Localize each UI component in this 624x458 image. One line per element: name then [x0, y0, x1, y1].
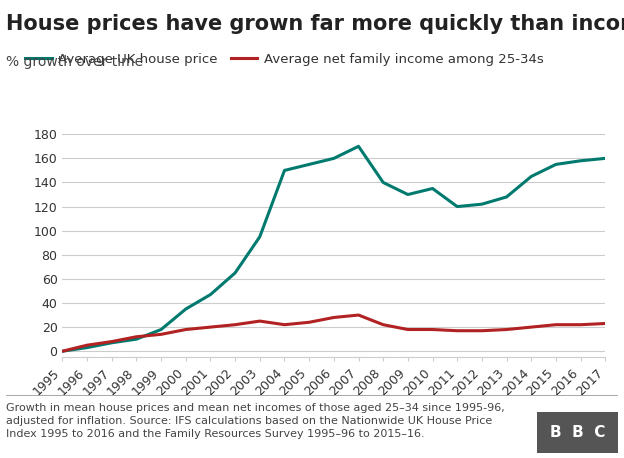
Text: House prices have grown far more quickly than incomes: House prices have grown far more quickly…	[6, 14, 624, 34]
Text: % growth over time: % growth over time	[6, 55, 144, 69]
Text: B  B  C: B B C	[550, 425, 605, 440]
Text: Growth in mean house prices and mean net incomes of those aged 25–34 since 1995-: Growth in mean house prices and mean net…	[6, 403, 505, 439]
Legend: Average UK house price, Average net family income among 25-34s: Average UK house price, Average net fami…	[20, 48, 549, 71]
